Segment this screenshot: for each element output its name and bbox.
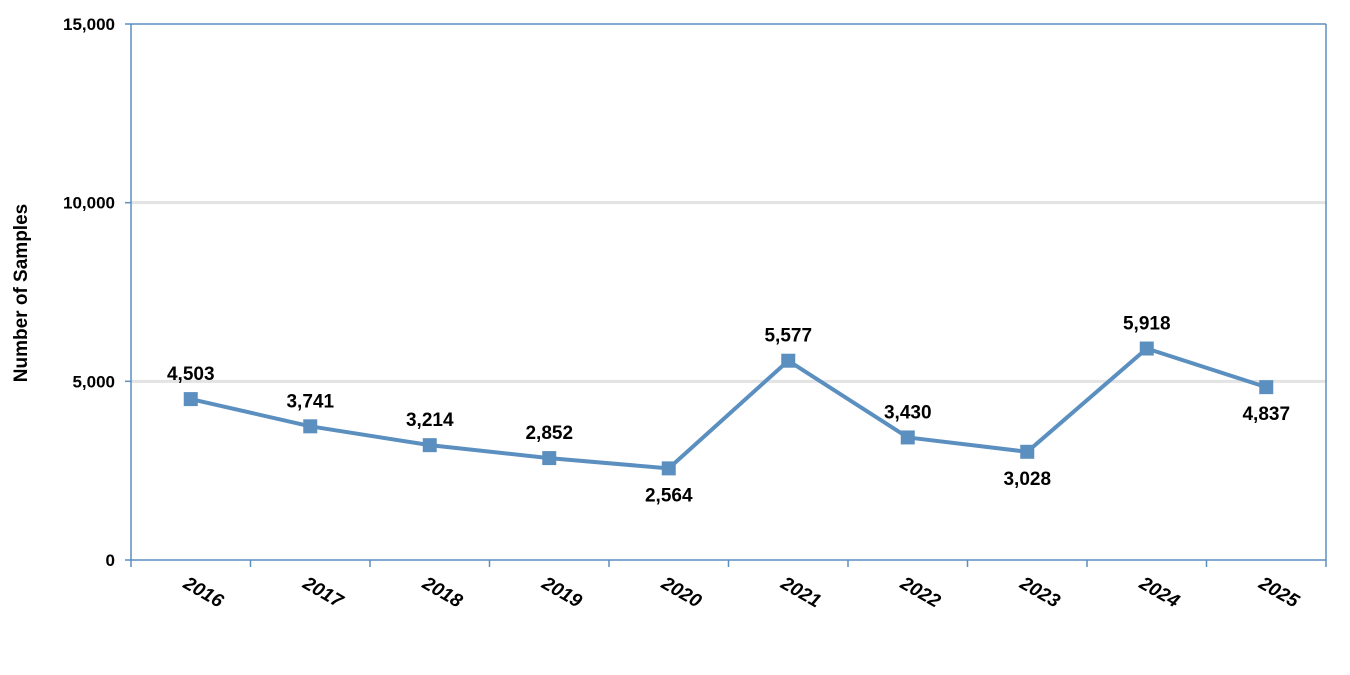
y-tick-label: 10,000: [63, 194, 115, 213]
x-tick-label: 2020: [657, 573, 705, 613]
series: [183, 341, 1274, 476]
x-tick-label: 2017: [298, 573, 347, 614]
data-label: 4,503: [167, 364, 215, 385]
data-label: 5,918: [1123, 314, 1171, 335]
x-tick-label: 2024: [1135, 573, 1183, 613]
data-label: 5,577: [764, 326, 812, 347]
data-label: 3,741: [286, 391, 334, 412]
x-tick-label: 2022: [896, 573, 944, 613]
y-tick-labels: 0 5,000 10,000 15,000: [63, 15, 115, 570]
axes: [125, 23, 1327, 567]
data-point-marker: [781, 353, 796, 368]
data-point-marker: [1139, 341, 1154, 356]
gridlines: [131, 201, 1326, 383]
y-tick-label: 0: [106, 551, 115, 570]
x-tick-label: 2016: [179, 573, 227, 613]
data-point-marker: [303, 419, 318, 434]
data-label: 3,214: [406, 410, 454, 431]
data-label: 2,564: [645, 485, 693, 506]
data-label: 3,430: [884, 402, 932, 423]
data-point-marker: [183, 392, 198, 407]
data-point-marker: [661, 461, 676, 476]
series-line: [190, 346, 1267, 471]
x-tick-label: 2021: [776, 573, 824, 613]
y-axis-title: Number of Samples: [11, 204, 32, 382]
data-point-marker: [422, 438, 437, 453]
data-point-marker: [1020, 444, 1035, 459]
x-tick-labels: 2016 2017 2018 2019 2020 2021 2022 2023 2024 2025: [179, 573, 1303, 614]
data-point-marker: [1259, 380, 1274, 395]
data-labels: 4,503 3,741 3,214 2,852 2,564 5,577 3,430 3,028…: [167, 314, 1290, 507]
data-label: 3,028: [1003, 469, 1051, 490]
x-tick-label: 2018: [418, 573, 466, 613]
x-tick-label: 2019: [537, 573, 585, 613]
y-tick-label: 15,000: [63, 15, 115, 34]
data-point-marker: [542, 451, 557, 466]
y-tick-label: 5,000: [72, 372, 115, 391]
data-label: 4,837: [1242, 404, 1290, 425]
data-label: 2,852: [525, 423, 573, 444]
x-tick-label: 2025: [1254, 573, 1302, 613]
x-tick-label: 2023: [1015, 573, 1063, 613]
data-point-marker: [900, 430, 915, 445]
